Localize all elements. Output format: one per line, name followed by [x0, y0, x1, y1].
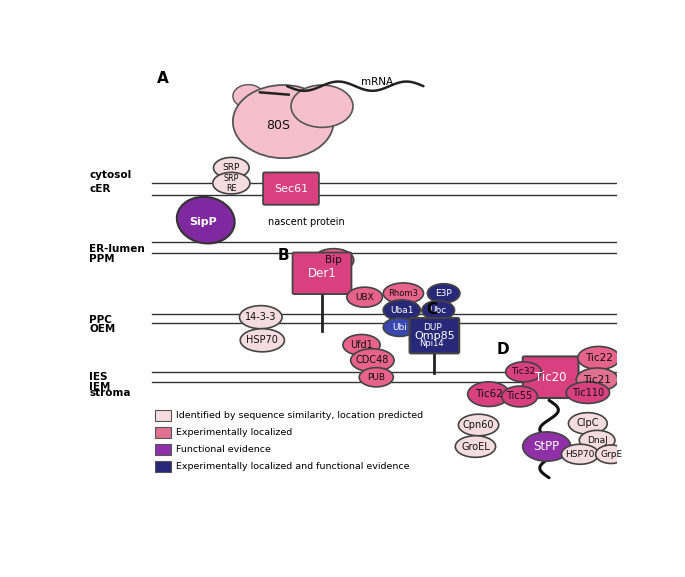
Text: SipP: SipP — [190, 217, 217, 227]
Text: Ubi: Ubi — [392, 323, 407, 332]
Text: IES: IES — [90, 372, 108, 382]
Text: Tic32: Tic32 — [512, 368, 536, 376]
FancyBboxPatch shape — [263, 173, 319, 205]
Text: stroma: stroma — [90, 388, 131, 398]
Ellipse shape — [213, 173, 250, 194]
Ellipse shape — [233, 85, 264, 108]
Text: Ubc: Ubc — [429, 306, 447, 314]
Text: GroEL: GroEL — [461, 441, 490, 452]
FancyBboxPatch shape — [155, 461, 171, 472]
Text: HSP70: HSP70 — [247, 335, 278, 345]
Text: Tic22: Tic22 — [585, 353, 612, 363]
Ellipse shape — [502, 386, 538, 407]
Text: Ufd1: Ufd1 — [350, 340, 373, 350]
Ellipse shape — [422, 301, 455, 320]
Text: OEM: OEM — [90, 324, 116, 335]
Text: Experimentally localized: Experimentally localized — [175, 428, 292, 437]
Text: B: B — [278, 248, 290, 263]
Text: Uba1: Uba1 — [390, 306, 414, 314]
Text: Identified by sequence similarity, location predicted: Identified by sequence similarity, locat… — [175, 411, 423, 420]
FancyBboxPatch shape — [155, 428, 171, 438]
Text: DnaJ: DnaJ — [587, 436, 608, 445]
Text: Der1: Der1 — [308, 267, 336, 280]
Text: PPM: PPM — [90, 254, 115, 264]
Ellipse shape — [566, 382, 610, 403]
Text: Tic20: Tic20 — [535, 371, 566, 384]
Ellipse shape — [343, 335, 380, 355]
Text: E3P: E3P — [435, 289, 452, 298]
Ellipse shape — [468, 382, 510, 407]
Text: StPP: StPP — [534, 440, 560, 453]
Text: HSP70: HSP70 — [565, 449, 595, 459]
Text: ClpC: ClpC — [577, 418, 599, 429]
Text: cER: cER — [90, 183, 111, 194]
FancyBboxPatch shape — [155, 410, 171, 421]
Text: nascent protein: nascent protein — [268, 217, 345, 227]
Text: Omp85: Omp85 — [414, 331, 455, 340]
Text: mRNA: mRNA — [361, 77, 393, 87]
FancyBboxPatch shape — [292, 253, 351, 294]
Text: Tic55: Tic55 — [506, 391, 533, 402]
Ellipse shape — [347, 287, 382, 307]
Ellipse shape — [383, 283, 423, 304]
Ellipse shape — [383, 318, 416, 336]
FancyBboxPatch shape — [410, 318, 459, 353]
Text: Npi14: Npi14 — [419, 339, 444, 348]
Text: GrpE: GrpE — [600, 449, 622, 459]
Ellipse shape — [580, 430, 615, 451]
Text: PPC: PPC — [90, 315, 112, 325]
Ellipse shape — [177, 197, 235, 243]
Ellipse shape — [291, 85, 353, 128]
FancyBboxPatch shape — [523, 357, 579, 398]
Ellipse shape — [458, 414, 499, 436]
Text: 80S: 80S — [266, 119, 290, 132]
Text: Tic21: Tic21 — [583, 374, 611, 384]
Text: Tic110: Tic110 — [572, 388, 604, 398]
Ellipse shape — [240, 306, 282, 329]
Text: SRP: SRP — [223, 163, 240, 173]
Ellipse shape — [351, 349, 394, 372]
Ellipse shape — [240, 329, 284, 352]
Text: Sec61: Sec61 — [274, 183, 308, 194]
Text: SRP
RE: SRP RE — [223, 174, 239, 193]
Ellipse shape — [383, 300, 421, 321]
FancyBboxPatch shape — [155, 444, 171, 455]
Text: Experimentally localized and functional evidence: Experimentally localized and functional … — [175, 462, 409, 471]
Ellipse shape — [456, 436, 496, 458]
Text: D: D — [497, 342, 509, 357]
Text: 14-3-3: 14-3-3 — [245, 312, 277, 322]
Ellipse shape — [233, 85, 334, 158]
Ellipse shape — [577, 346, 620, 369]
Text: PUB: PUB — [367, 373, 385, 382]
Text: cytosol: cytosol — [90, 170, 132, 181]
Ellipse shape — [414, 334, 449, 353]
Text: Functional evidence: Functional evidence — [175, 445, 271, 454]
Text: A: A — [157, 71, 169, 86]
Text: C: C — [427, 302, 438, 317]
Ellipse shape — [595, 445, 627, 463]
Text: Tic62: Tic62 — [475, 389, 503, 399]
Ellipse shape — [576, 368, 618, 391]
Ellipse shape — [569, 413, 607, 434]
Text: Cpn60: Cpn60 — [463, 420, 495, 430]
Text: CDC48: CDC48 — [356, 355, 389, 365]
Text: ER-lumen: ER-lumen — [90, 243, 145, 254]
Ellipse shape — [523, 432, 571, 461]
Ellipse shape — [562, 444, 599, 464]
Ellipse shape — [506, 362, 541, 382]
Text: IEM: IEM — [90, 382, 111, 392]
Ellipse shape — [427, 284, 460, 303]
Ellipse shape — [214, 158, 249, 178]
Text: UBX: UBX — [356, 293, 374, 302]
Text: Rhom3: Rhom3 — [388, 289, 419, 298]
Text: Bip: Bip — [325, 255, 342, 265]
Ellipse shape — [416, 318, 449, 336]
Text: DUP: DUP — [423, 323, 443, 332]
Ellipse shape — [314, 249, 353, 272]
Ellipse shape — [359, 368, 393, 387]
